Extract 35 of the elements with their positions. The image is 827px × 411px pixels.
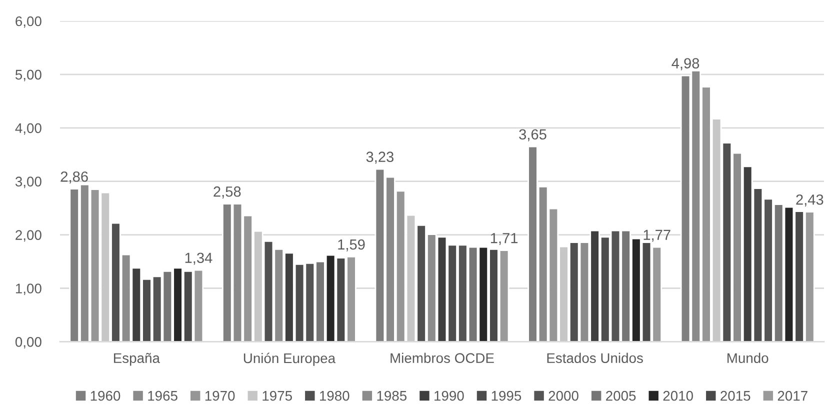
legend-label: 1965 <box>148 390 178 401</box>
legend-label: 2010 <box>663 390 693 401</box>
y-tick-label: 1,00 <box>16 284 42 296</box>
data-label: 4,98 <box>672 58 700 70</box>
data-label: 2,58 <box>214 186 241 198</box>
legend-label: 2015 <box>720 390 750 401</box>
data-label: 1,59 <box>338 239 365 252</box>
legend-label: 2005 <box>606 390 636 401</box>
legend-label: 1980 <box>320 390 350 401</box>
legend-label: 2000 <box>548 390 578 401</box>
legend-label: 1975 <box>262 390 292 401</box>
x-tick-label: Miembros OCDE <box>390 352 494 364</box>
y-tick-label: 0,00 <box>15 337 42 349</box>
data-label: 1,71 <box>490 233 518 245</box>
y-tick-label: 4,00 <box>15 123 42 135</box>
y-tick-label: 6,00 <box>16 16 42 28</box>
x-tick-label: España <box>114 352 160 366</box>
data-label: 3,65 <box>519 129 546 142</box>
x-tick-label: Mundo <box>728 352 768 364</box>
legend-label: 1960 <box>90 390 120 401</box>
data-label: 3,23 <box>366 152 394 164</box>
data-label: 1,34 <box>185 252 212 265</box>
legend-label: 1990 <box>434 390 464 401</box>
data-label: 2,86 <box>60 171 88 184</box>
legend-label: 1985 <box>377 390 407 401</box>
legend-label: 2017 <box>778 390 808 401</box>
data-label: 2,43 <box>796 194 824 206</box>
x-tick-label: Estados Unidos <box>547 352 643 364</box>
data-label: 1,77 <box>644 230 670 242</box>
y-tick-label: 3,00 <box>15 176 42 188</box>
legend-label: 1970 <box>205 390 235 401</box>
x-tick-label: Unión Europea <box>244 352 336 366</box>
legend-label: 1995 <box>492 390 522 401</box>
y-tick-label: 5,00 <box>15 70 42 82</box>
y-tick-label: 2,00 <box>16 230 42 242</box>
